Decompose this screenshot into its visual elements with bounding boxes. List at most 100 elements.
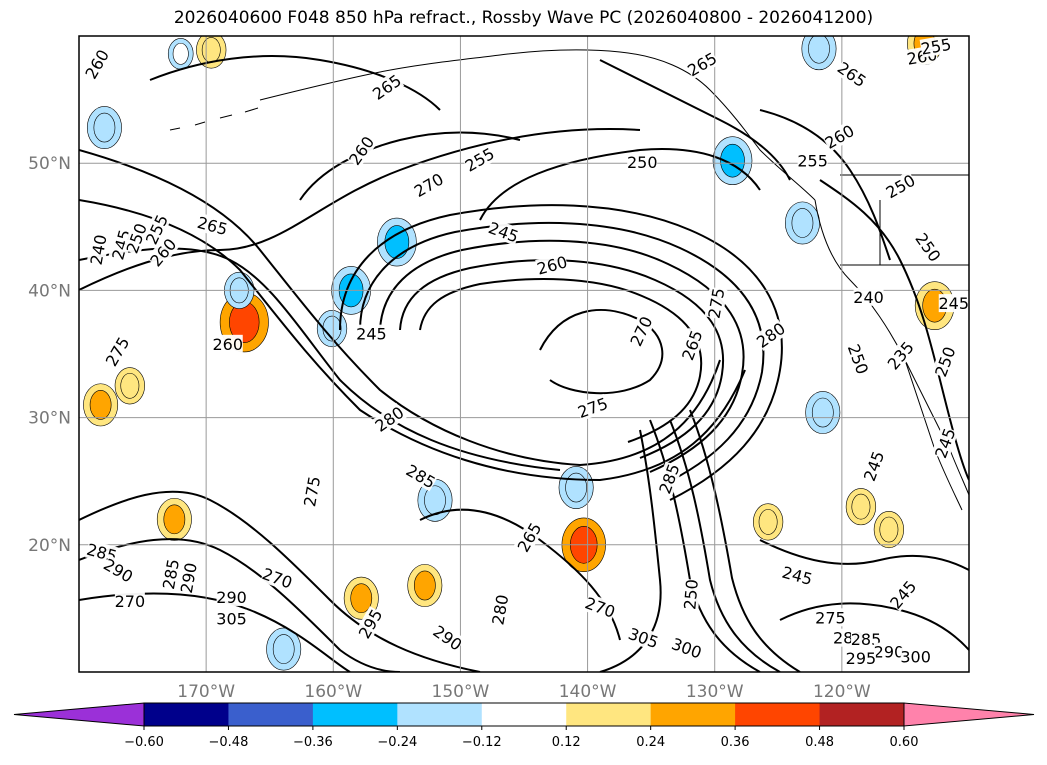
contour-label-bg [780, 562, 815, 588]
anomaly-core [811, 397, 834, 428]
contour-label: 290 [177, 561, 201, 594]
contour-label-bg [815, 608, 846, 627]
contour-label-text: 290 [216, 588, 247, 607]
contour-label-bg [821, 121, 857, 152]
contour-label-text: 300 [900, 648, 931, 667]
contour-label-text: 305 [216, 610, 247, 629]
contour-label-bg [753, 318, 789, 351]
anomaly-core [565, 472, 587, 503]
contour-line [79, 490, 481, 672]
contour-label-bg [430, 621, 466, 654]
contour-label-bg [488, 593, 512, 627]
contour-label-text: 270 [115, 592, 146, 611]
colorbar-extend-low [13, 702, 145, 727]
contour-label-bg [535, 252, 569, 278]
contour-label-bg [704, 286, 728, 320]
contour-label-bg [146, 234, 180, 270]
contour-label-bg [912, 229, 945, 265]
contour-label-bg [159, 557, 183, 591]
contour-label: 245 [938, 294, 969, 313]
contour-label: 275 [704, 287, 728, 320]
map-frame [78, 35, 970, 673]
contour-label: 290 [873, 642, 905, 662]
contour-label: 255 [919, 35, 953, 59]
contour-label-bg [86, 233, 110, 267]
contour-label-text: 260 [212, 335, 243, 354]
contour-label-bg [575, 393, 610, 422]
contour-label-bg [356, 324, 387, 343]
contour-label-bg [845, 649, 876, 668]
lat-tick-label: 30°N [28, 409, 71, 429]
contour-label: 285 [403, 461, 439, 493]
contour-label-bg [345, 133, 378, 168]
contour-label-text: 245 [938, 294, 969, 313]
contour-label-bg [931, 425, 959, 461]
lat-tick-label: 40°N [28, 281, 71, 301]
contour-label: 240 [853, 287, 884, 307]
contour-label-bg [626, 313, 656, 349]
colorbar-segment [312, 703, 398, 726]
contour-label-bg [873, 642, 904, 661]
contour-label-text: 255 [919, 35, 952, 59]
contour-label-bg [462, 144, 497, 175]
colorbar-segment [566, 703, 652, 726]
contour-line [689, 409, 801, 672]
contour-label-bg [300, 475, 324, 508]
colorbar: −0.60 −0.48 −0.36 −0.24 −0.12 0.12 0.24 0.36 0.4… [13, 702, 1035, 750]
contour-line [379, 239, 745, 473]
contour-label-bg [684, 48, 720, 80]
contour-label-text: 290 [874, 643, 905, 662]
aleutian-islands [169, 107, 259, 131]
lon-tick-label: 150°W [432, 682, 490, 702]
lon-tick-label: 170°W [177, 682, 235, 702]
contour-label-text: 255 [797, 152, 828, 171]
lon-tick-label: 140°W [559, 682, 617, 702]
contour-label-bg [626, 624, 661, 652]
contour-line [599, 429, 662, 672]
contour-label: 245 [356, 324, 387, 344]
contour-label-bg [260, 564, 295, 592]
contour-label-bg [100, 554, 136, 586]
contour-label-bg [212, 334, 243, 353]
contour-label-text: 285 [851, 630, 882, 649]
colorbar-segment [397, 703, 483, 726]
contour-label-bg [669, 634, 704, 662]
contour-label-bg [886, 577, 920, 612]
contour-label: 260 [212, 334, 243, 354]
contour-label-bg [369, 70, 405, 103]
colorbar-tick-label: −0.36 [293, 735, 333, 750]
contour-label: 275 [815, 608, 846, 627]
shaded-anomalies [83, 36, 955, 671]
contour-label-bg [411, 169, 447, 201]
contour-label-bg [216, 587, 247, 606]
contour-label: 300 [900, 647, 931, 667]
contour-label-bg [883, 337, 917, 373]
contour-label: 305 [216, 609, 247, 629]
contour-label: 255 [797, 151, 828, 171]
colorbar-tick-label: 0.12 [552, 735, 581, 750]
contour-label-bg [797, 151, 828, 170]
contour-label-bg [860, 448, 888, 484]
contour-line [599, 59, 791, 181]
contour-line [669, 419, 781, 672]
contour-label: 250 [627, 152, 658, 172]
contour-label-bg [851, 629, 882, 648]
contour-label: 250 [680, 578, 702, 610]
anomaly-core [879, 516, 899, 543]
contour-label-bg [195, 212, 230, 239]
colorbar-tick-label: 0.36 [721, 735, 750, 750]
alaska-coast [259, 49, 816, 201]
chart-title: 2026040600 F048 850 hPa refract., Rossby… [173, 8, 874, 28]
contour-label-bg [844, 341, 872, 377]
anomaly-core [851, 493, 871, 520]
lon-tick-label: 120°W [813, 682, 871, 702]
contour-label-text: 250 [627, 153, 658, 172]
anomaly-core [201, 37, 221, 63]
colorbar-segment [735, 703, 821, 726]
anomaly-core [808, 36, 830, 64]
lon-tick-label: 160°W [304, 682, 362, 702]
anomaly-core [758, 509, 778, 535]
contour-label-bg [583, 593, 618, 621]
colorbar-tick-label: −0.48 [209, 735, 249, 750]
contour-line [759, 539, 969, 571]
